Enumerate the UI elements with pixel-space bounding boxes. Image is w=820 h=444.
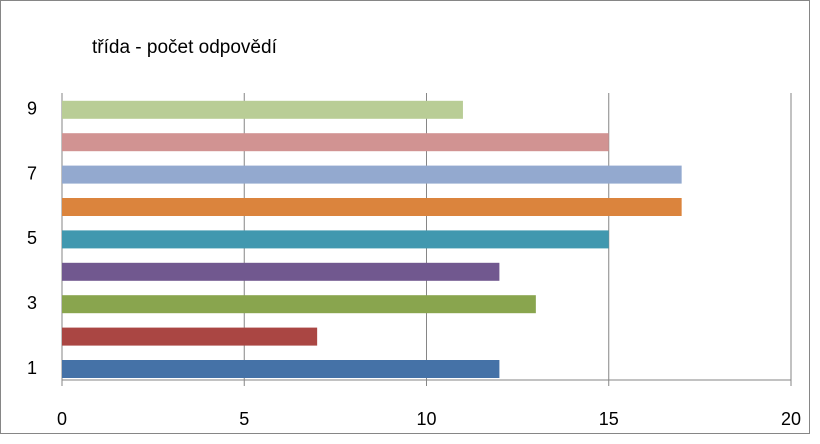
x-tick-label: 20 <box>781 409 801 429</box>
bar <box>62 133 609 152</box>
y-tick-label: 3 <box>27 293 37 313</box>
bar <box>62 100 463 119</box>
x-tick-label: 5 <box>239 409 249 429</box>
x-tick-label: 0 <box>57 409 67 429</box>
x-tick-label: 10 <box>416 409 436 429</box>
bar <box>62 295 536 314</box>
bar <box>62 262 500 281</box>
bar <box>62 198 682 216</box>
chart-title: třída - počet odpovědí <box>92 37 278 58</box>
y-tick-label: 9 <box>27 99 37 119</box>
bar <box>62 230 609 249</box>
y-tick-label: 7 <box>27 163 37 183</box>
x-tick-label: 15 <box>599 409 619 429</box>
bar <box>62 327 318 346</box>
bar <box>62 165 682 184</box>
bar <box>62 360 500 378</box>
y-tick-label: 5 <box>27 228 37 248</box>
y-tick-label: 1 <box>27 358 37 378</box>
